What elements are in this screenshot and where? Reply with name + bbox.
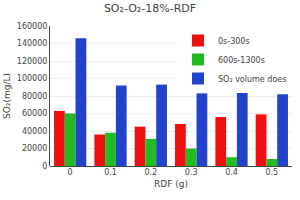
svg-text:120000: 120000 bbox=[17, 57, 48, 66]
svg-text:600s-1300s: 600s-1300s bbox=[218, 56, 265, 65]
svg-text:0s-300s: 0s-300s bbox=[218, 37, 250, 46]
svg-text:0: 0 bbox=[68, 168, 73, 177]
svg-text:60000: 60000 bbox=[22, 109, 47, 118]
svg-text:0.3: 0.3 bbox=[185, 168, 198, 177]
svg-text:0.4: 0.4 bbox=[225, 168, 238, 177]
svg-text:160000: 160000 bbox=[17, 22, 48, 31]
svg-text:100000: 100000 bbox=[17, 74, 48, 83]
svg-text:0.2: 0.2 bbox=[144, 168, 157, 177]
svg-text:SO₂(mg/L): SO₂(mg/L) bbox=[2, 73, 12, 119]
svg-text:0.1: 0.1 bbox=[104, 168, 117, 177]
svg-text:0: 0 bbox=[42, 162, 47, 171]
svg-text:RDF (g): RDF (g) bbox=[154, 179, 188, 189]
svg-text:0.5: 0.5 bbox=[265, 168, 278, 177]
svg-text:80000: 80000 bbox=[22, 92, 47, 101]
svg-text:SO₂-O₂-18%-RDF: SO₂-O₂-18%-RDF bbox=[104, 2, 196, 15]
svg-text:SO₂ volume does: SO₂ volume does bbox=[218, 75, 286, 84]
svg-text:140000: 140000 bbox=[17, 39, 48, 48]
svg-text:20000: 20000 bbox=[22, 144, 47, 153]
svg-text:40000: 40000 bbox=[22, 127, 47, 136]
